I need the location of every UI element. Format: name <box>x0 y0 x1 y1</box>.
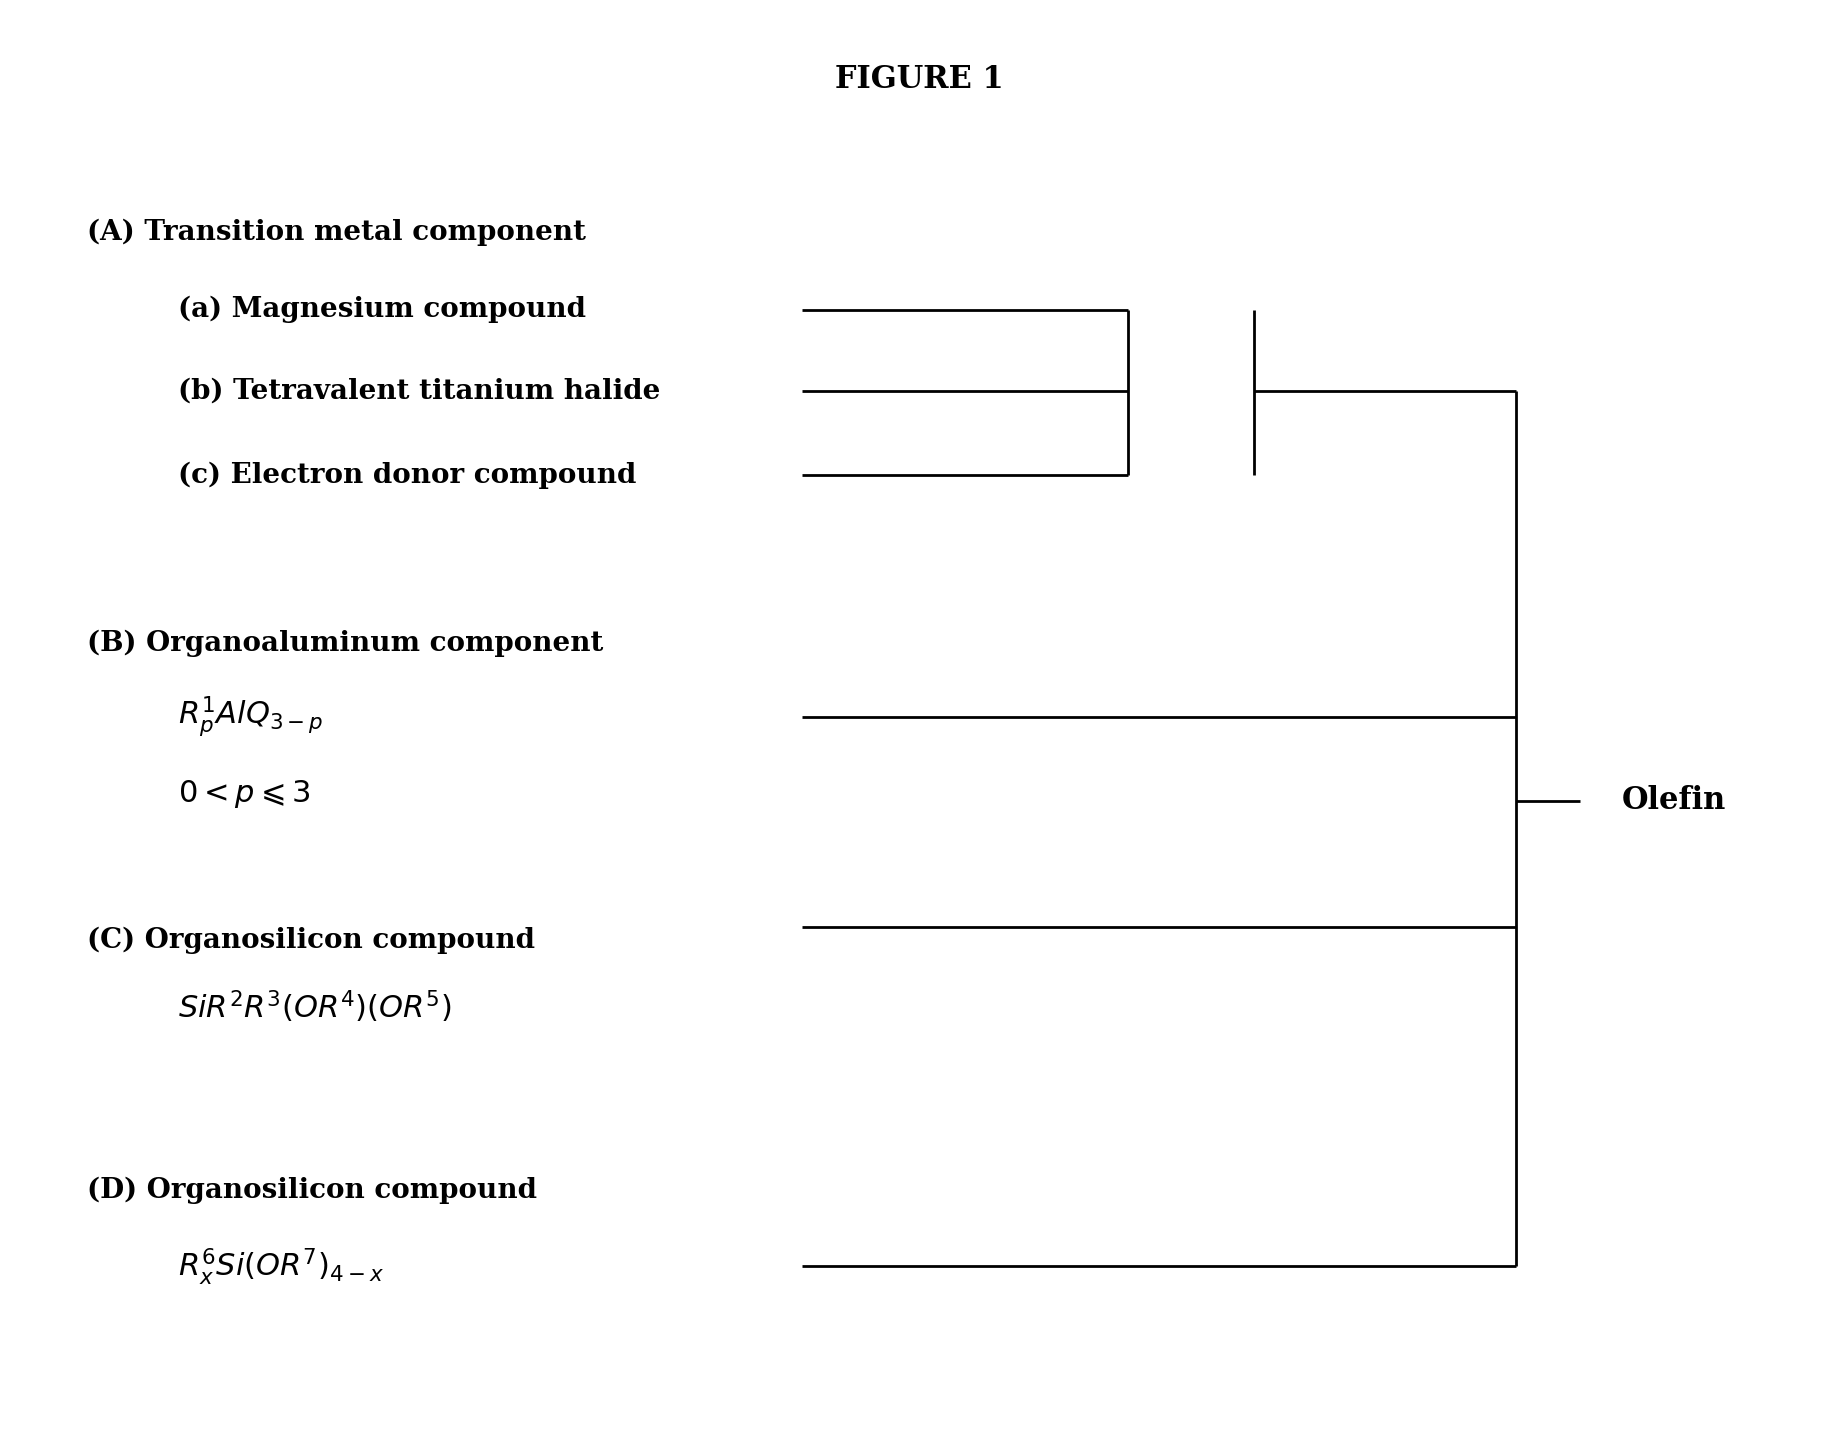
Text: (a) Magnesium compound: (a) Magnesium compound <box>178 297 587 324</box>
Text: (B) Organoaluminum component: (B) Organoaluminum component <box>88 629 603 656</box>
Text: (C) Organosilicon compound: (C) Organosilicon compound <box>88 927 535 954</box>
Text: $SiR^2R^3(OR^4)(OR^5)$: $SiR^2R^3(OR^4)(OR^5)$ <box>178 989 452 1025</box>
Text: FIGURE 1: FIGURE 1 <box>835 64 1004 95</box>
Text: (A) Transition metal component: (A) Transition metal component <box>88 218 587 246</box>
Text: (b) Tetravalent titanium halide: (b) Tetravalent titanium halide <box>178 377 660 404</box>
Text: (c) Electron donor compound: (c) Electron donor compound <box>178 461 636 489</box>
Text: $R^1_pAlQ_{3-p}$: $R^1_pAlQ_{3-p}$ <box>178 694 324 739</box>
Text: $R^6_xSi(OR^7)_{4-x}$: $R^6_xSi(OR^7)_{4-x}$ <box>178 1245 384 1287</box>
Text: (D) Organosilicon compound: (D) Organosilicon compound <box>88 1176 537 1204</box>
Text: $0<p\leqslant3$: $0<p\leqslant3$ <box>178 778 311 810</box>
Text: Olefin: Olefin <box>1622 785 1725 817</box>
